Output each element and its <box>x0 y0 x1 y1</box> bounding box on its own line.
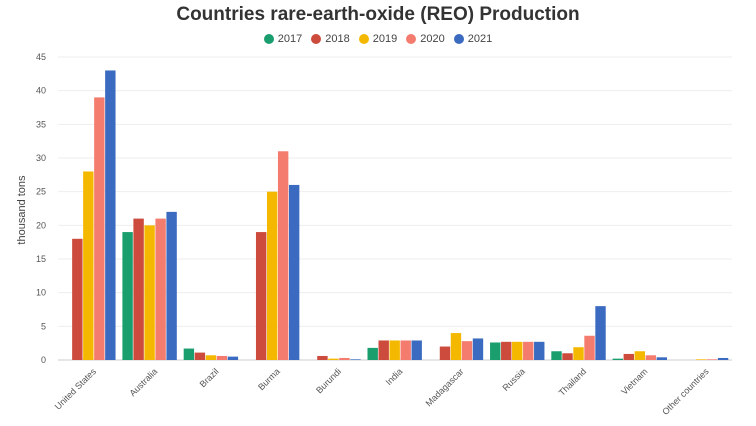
bar-2019[interactable] <box>450 333 462 360</box>
bar-2020[interactable] <box>461 341 473 360</box>
legend-item-2021[interactable]: 2021 <box>453 33 493 45</box>
bar-2018[interactable] <box>439 346 451 360</box>
bar-2019[interactable] <box>634 351 645 360</box>
bar-2021[interactable] <box>288 184 300 360</box>
legend-swatch <box>311 34 322 44</box>
bar-2017[interactable] <box>183 348 195 360</box>
chart-legend: 2017 2018 2019 2020 2021 <box>0 33 756 45</box>
bar-2018[interactable] <box>194 352 206 360</box>
legend-label: 2018 <box>325 33 350 45</box>
legend-swatch <box>406 34 417 44</box>
y-tick-label: 45 <box>36 52 46 62</box>
x-tick-label: Other countries <box>660 366 711 417</box>
bar-2021[interactable] <box>534 341 545 360</box>
legend-item-2017[interactable]: 2017 <box>263 33 303 45</box>
legend-label: 2017 <box>277 33 303 45</box>
bar-2019[interactable] <box>144 225 155 360</box>
legend-swatch <box>263 34 274 44</box>
chart-title: Countries rare-earth-oxide (REO) Product… <box>176 4 580 25</box>
bar-2020[interactable] <box>277 151 289 360</box>
bar-2020[interactable] <box>645 355 656 360</box>
x-tick-label: United States <box>53 366 99 412</box>
y-tick-label: 0 <box>41 355 46 365</box>
bar-2020[interactable] <box>94 97 105 361</box>
bar-2017[interactable] <box>122 232 133 360</box>
bar-2019[interactable] <box>512 341 523 360</box>
x-tick-label: Burma <box>256 366 282 392</box>
bar-2021[interactable] <box>595 306 606 360</box>
bar-2021[interactable] <box>350 359 361 360</box>
bar-2017[interactable] <box>612 358 623 360</box>
y-tick-label: 20 <box>36 220 46 230</box>
bar-2019[interactable] <box>328 358 339 360</box>
bar-2018[interactable] <box>501 341 512 360</box>
bar-2019[interactable] <box>205 355 217 360</box>
bar-2020[interactable] <box>339 357 350 360</box>
bar-2021[interactable] <box>227 356 239 360</box>
x-tick-label: Russia <box>500 366 527 393</box>
bar-2020[interactable] <box>523 341 534 360</box>
bar-2021[interactable] <box>656 357 667 360</box>
y-tick-label: 5 <box>41 321 46 331</box>
bar-2020[interactable] <box>155 218 166 360</box>
bar-2019[interactable] <box>573 347 584 360</box>
bar-2018[interactable] <box>255 232 267 360</box>
y-tick-label: 15 <box>36 254 46 264</box>
x-tick-label: Brazil <box>198 366 221 389</box>
x-tick-label: Madagascar <box>424 366 466 408</box>
bar-2019[interactable] <box>83 171 94 360</box>
bar-2018[interactable] <box>317 355 328 360</box>
legend-swatch <box>453 34 464 44</box>
bar-2018[interactable] <box>72 238 83 360</box>
bar-2017[interactable] <box>490 342 501 360</box>
bar-2020[interactable] <box>706 359 718 360</box>
legend-item-2018[interactable]: 2018 <box>311 33 350 45</box>
bar-2020[interactable] <box>584 335 595 360</box>
bar-2021[interactable] <box>717 357 729 360</box>
x-tick-label: Australia <box>127 366 159 398</box>
bar-2019[interactable] <box>695 359 707 360</box>
y-tick-label: 25 <box>36 187 46 197</box>
bar-2021[interactable] <box>105 70 116 360</box>
legend-label: 2020 <box>420 33 445 45</box>
bar-2017[interactable] <box>367 347 378 360</box>
bar-2018[interactable] <box>623 353 634 360</box>
bar-2019[interactable] <box>389 340 400 360</box>
bar-2021[interactable] <box>411 340 422 360</box>
bar-2018[interactable] <box>133 218 144 360</box>
bar-2020[interactable] <box>400 340 411 360</box>
bar-2021[interactable] <box>472 338 484 360</box>
bar-2020[interactable] <box>216 355 228 360</box>
legend-label: 2021 <box>467 33 493 45</box>
legend-item-2020[interactable]: 2020 <box>406 33 445 45</box>
y-tick-label: 30 <box>36 153 46 163</box>
y-tick-label: 35 <box>36 119 46 129</box>
x-tick-label: Burundi <box>314 366 343 395</box>
bar-2017[interactable] <box>551 351 562 360</box>
bar-2021[interactable] <box>166 211 177 360</box>
y-tick-label: 40 <box>36 86 46 96</box>
bar-2019[interactable] <box>266 191 278 360</box>
x-tick-label: Vietnam <box>619 366 649 396</box>
legend-item-2019[interactable]: 2019 <box>358 33 398 45</box>
bar-2018[interactable] <box>562 353 573 360</box>
y-tick-label: 10 <box>36 288 46 298</box>
x-tick-label: Thailand <box>557 366 588 397</box>
x-tick-label: India <box>384 366 405 387</box>
legend-label: 2019 <box>372 33 398 45</box>
legend-swatch <box>358 34 369 44</box>
bar-2018[interactable] <box>378 340 389 360</box>
